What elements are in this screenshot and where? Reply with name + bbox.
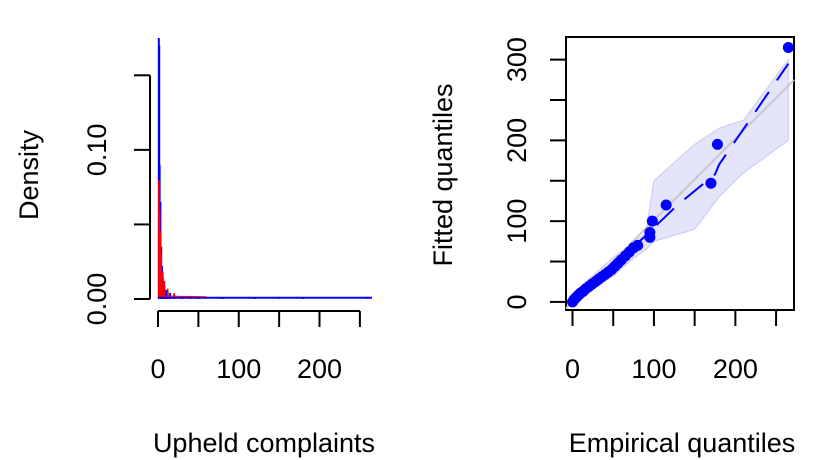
qq-axes: 0 100 200 300 0 100 200 [502, 37, 778, 384]
qq-point [646, 215, 658, 227]
density-tail-red [157, 295, 207, 298]
density-ylabel: Density [14, 129, 44, 220]
qq-fit-line [571, 63, 790, 303]
density-x-tick-label: 0 [150, 354, 165, 384]
qq-confidence-band [572, 58, 789, 303]
qq-y-tick-label: 300 [502, 37, 532, 82]
qq-xlabel: Empirical quantiles [569, 428, 796, 458]
qq-marks [565, 42, 795, 310]
qq-point [705, 177, 717, 189]
density-axes: 0.00 0.10 0 100 200 [82, 74, 361, 384]
density-marks [157, 38, 372, 299]
qq-x-tick-label: 0 [565, 354, 580, 384]
density-panel: 0.00 0.10 0 100 200 Density Upheld complaint… [14, 38, 375, 458]
qq-y-tick-label: 100 [502, 199, 532, 244]
qq-x-tick-label: 200 [713, 354, 758, 384]
qq-point [782, 42, 794, 53]
qq-y-tick-label: 0 [502, 294, 532, 309]
density-x-tick-label: 200 [297, 354, 342, 384]
qq-point [644, 226, 656, 238]
qq-plot-box [565, 36, 795, 311]
density-xlabel: Upheld complaints [153, 428, 375, 458]
qq-y-tick-label: 200 [502, 118, 532, 163]
density-y-tick-label: 0.10 [82, 124, 112, 177]
qq-ylabel: Fitted quantiles [428, 83, 458, 266]
qq-x-tick-label: 100 [631, 354, 676, 384]
qq-point [632, 239, 644, 251]
density-x-tick-label: 100 [216, 354, 261, 384]
qq-panel: 0 100 200 300 0 100 200 Fitted quantiles Empir… [428, 36, 796, 458]
density-y-tick-label: 0.00 [82, 273, 112, 326]
qq-point [660, 199, 672, 211]
qq-point [711, 138, 723, 150]
